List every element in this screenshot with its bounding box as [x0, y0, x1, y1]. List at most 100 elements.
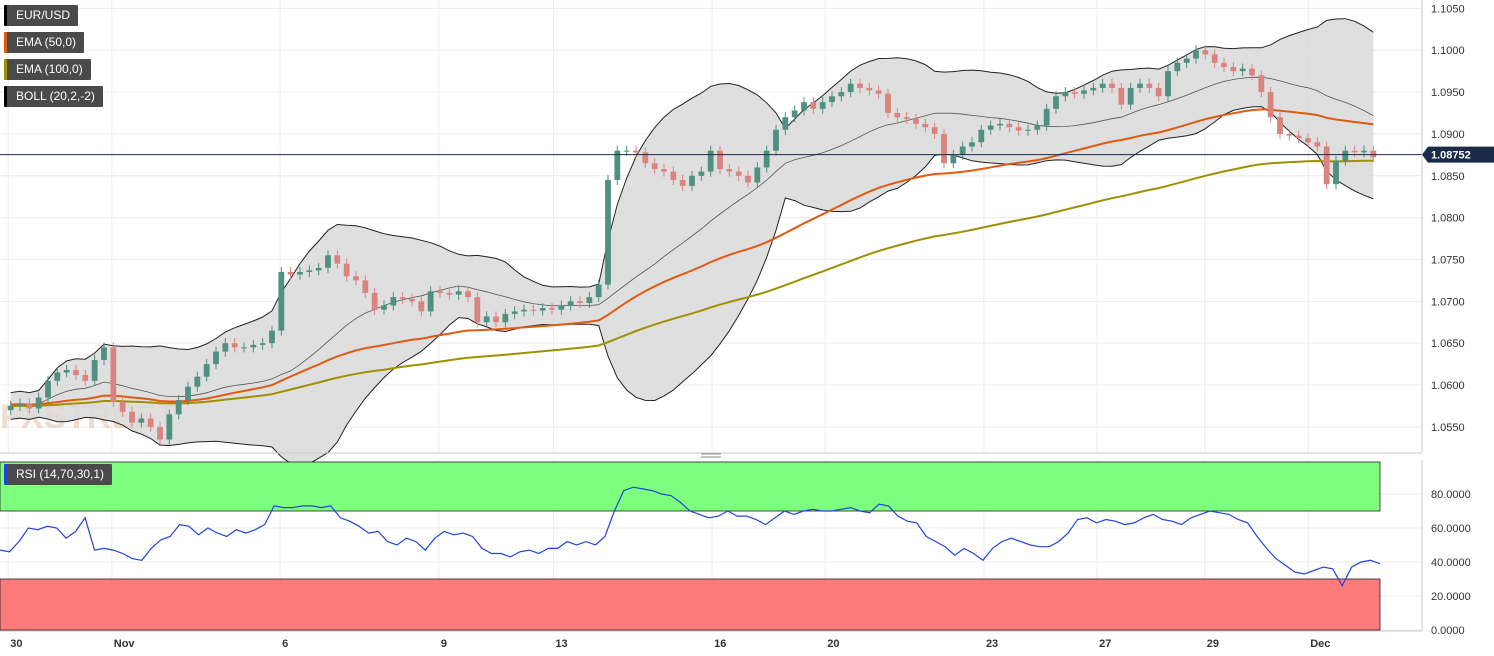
rsi-overbought-zone: [0, 461, 1381, 512]
legend-ema50[interactable]: EMA (50,0): [4, 32, 85, 53]
candle: [829, 91, 835, 108]
candle-body: [745, 175, 751, 183]
candle-body: [259, 343, 266, 345]
legend-bollinger[interactable]: BOLL (20,2,-2): [4, 86, 103, 107]
time-tick-label: 16: [714, 638, 726, 650]
candle: [521, 304, 527, 317]
candle: [567, 296, 574, 311]
candle-body: [91, 359, 98, 381]
candle-body: [717, 150, 723, 170]
candle-body: [1127, 87, 1134, 105]
candle-body: [222, 343, 229, 352]
candle: [941, 128, 947, 169]
candle: [381, 300, 387, 315]
candle: [1155, 82, 1162, 102]
time-tick-label: 29: [1207, 638, 1219, 650]
legend-symbol[interactable]: EUR/USD: [4, 5, 79, 26]
candle-body: [278, 272, 285, 331]
candle-body: [26, 403, 33, 409]
price-tick-label: 1.0750: [1431, 254, 1465, 266]
candle: [1071, 87, 1078, 99]
candle: [353, 271, 359, 286]
time-tick-label: 27: [1099, 638, 1111, 650]
rsi-tick-label: 80.0000: [1431, 489, 1471, 501]
candle: [1015, 122, 1022, 136]
candle-body: [427, 291, 434, 312]
candle-body: [1323, 146, 1330, 185]
candle: [418, 296, 425, 317]
bollinger-middle: [10, 76, 1374, 407]
candle: [922, 118, 929, 133]
price-tick-label: 1.0850: [1431, 171, 1465, 183]
pane-resize-handle[interactable]: [701, 453, 721, 458]
candle-body: [101, 347, 107, 360]
candle-body: [1314, 142, 1321, 147]
candle: [362, 275, 369, 298]
candle-body: [1267, 92, 1274, 118]
candle: [1053, 91, 1059, 114]
bollinger-upper: [10, 18, 1374, 394]
candle-body: [651, 163, 658, 170]
candle: [838, 87, 845, 102]
legend-ema100[interactable]: EMA (100,0): [4, 59, 91, 80]
price-tick-label: 1.0700: [1431, 296, 1465, 308]
candle-body: [381, 305, 387, 310]
candle: [269, 325, 275, 349]
candle-body: [119, 401, 126, 412]
candle-body: [362, 280, 369, 293]
candle: [1295, 130, 1302, 144]
candle-body: [1221, 62, 1227, 67]
candle-body: [623, 150, 630, 152]
rsi-oversold-zone: [0, 578, 1381, 631]
candle: [1099, 78, 1106, 93]
candle-body: [63, 369, 70, 373]
rsi-tick-label: 20.0000: [1431, 591, 1471, 603]
candle: [45, 375, 51, 403]
price-tick-label: 1.0600: [1431, 380, 1465, 392]
candle: [17, 398, 23, 411]
candle-body: [474, 297, 481, 323]
candle-body: [17, 403, 23, 406]
candle-body: [614, 150, 621, 180]
candle-body: [1062, 92, 1069, 97]
candle: [63, 364, 70, 378]
candle-body: [689, 175, 695, 186]
candle: [465, 286, 471, 303]
candle-body: [1193, 50, 1199, 59]
candle: [287, 267, 294, 280]
candle: [903, 112, 910, 124]
rsi-tick-label: 0.0000: [1431, 625, 1465, 637]
candle: [1286, 128, 1293, 141]
candle-body: [698, 171, 705, 176]
candle-body: [875, 90, 882, 94]
candle: [278, 267, 285, 336]
candle: [203, 359, 210, 382]
candle-body: [950, 154, 957, 164]
candle-body: [315, 267, 322, 271]
time-tick-label: 9: [441, 638, 447, 650]
ema100-line: [10, 159, 1374, 408]
candle: [1062, 87, 1069, 102]
candle: [119, 396, 126, 417]
candle: [138, 413, 145, 428]
candle: [1174, 57, 1181, 77]
candle-body: [903, 117, 910, 119]
candle-body: [707, 150, 714, 172]
legend-rsi[interactable]: RSI (14,70,30,1): [4, 464, 113, 485]
candle: [745, 170, 751, 188]
candle: [73, 364, 79, 381]
candle: [1202, 45, 1209, 60]
candle: [735, 166, 742, 181]
candle-body: [1025, 129, 1031, 131]
candle: [791, 105, 798, 123]
candle-body: [1109, 83, 1115, 88]
candle-body: [931, 127, 938, 134]
candle-body: [213, 351, 219, 365]
candle-body: [455, 291, 462, 295]
candle-body: [7, 405, 14, 411]
price-tick-label: 1.0550: [1431, 422, 1465, 434]
candle-body: [866, 87, 873, 91]
candle-body: [1361, 150, 1367, 153]
candle-body: [577, 301, 583, 304]
